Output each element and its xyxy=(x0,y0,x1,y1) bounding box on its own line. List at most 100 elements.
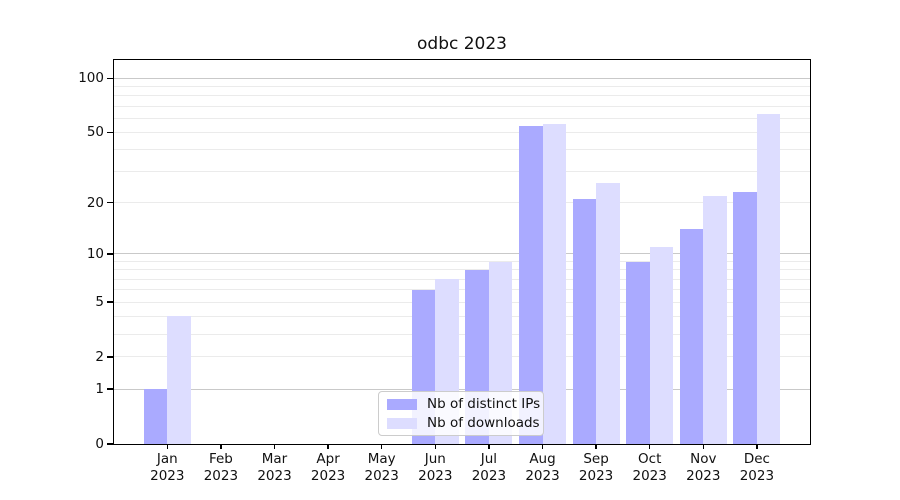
x-tick-label-mar: Mar 2023 xyxy=(243,451,307,485)
y-tick-0 xyxy=(107,443,114,445)
gridline-y-80 xyxy=(114,95,810,97)
gridline-y-40 xyxy=(114,149,810,151)
gridline-y-7 xyxy=(114,278,810,280)
x-label-year: 2023 xyxy=(578,468,614,484)
gridline-y-9 xyxy=(114,261,810,263)
x-tick-label-jan: Jan 2023 xyxy=(135,451,199,485)
x-label-month: Nov xyxy=(690,451,717,467)
x-label-month: Apr xyxy=(316,451,340,467)
chart-title: odbc 2023 xyxy=(417,34,507,54)
x-label-year: 2023 xyxy=(525,468,560,484)
x-tick-label-may: May 2023 xyxy=(350,451,414,485)
x-label-year: 2023 xyxy=(471,468,507,484)
x-tick-mar xyxy=(273,444,276,449)
x-label-month: May xyxy=(367,451,396,467)
y-tick-label-2: 2 xyxy=(95,348,104,365)
x-label-month: Jan xyxy=(156,451,178,467)
bar-distinct-ips-oct xyxy=(626,261,650,444)
x-tick-dec xyxy=(756,444,758,449)
x-tick-label-nov: Nov 2023 xyxy=(671,451,735,485)
gridline-y-6 xyxy=(114,289,810,291)
y-tick-1 xyxy=(107,388,114,390)
y-tick-100 xyxy=(107,77,114,79)
y-tick-20 xyxy=(107,202,114,204)
bar-downloads-sep xyxy=(596,182,620,444)
bar-distinct-ips-jan xyxy=(143,389,168,444)
gridline-y-1 xyxy=(114,388,810,390)
bar-downloads-oct xyxy=(649,247,674,444)
x-label-year: 2023 xyxy=(632,468,667,484)
gridline-y-100 xyxy=(114,77,810,79)
x-tick-label-jun: Jun 2023 xyxy=(403,451,467,485)
gridline-y-10 xyxy=(114,253,810,255)
x-label-year: 2023 xyxy=(203,468,239,484)
legend-label-distinct-ips: Nb of distinct IPs xyxy=(427,396,541,412)
x-label-month: Aug xyxy=(529,451,556,467)
legend-swatch-downloads xyxy=(387,417,417,429)
legend-swatch-distinct-ips xyxy=(387,398,417,410)
x-label-month: Jun xyxy=(424,451,446,467)
x-tick-label-oct: Oct 2023 xyxy=(618,451,682,485)
y-tick-label-5: 5 xyxy=(95,294,104,311)
x-label-year: 2023 xyxy=(257,468,292,484)
x-tick-label-dec: Dec 2023 xyxy=(725,451,789,485)
gridline-y-2 xyxy=(114,356,810,358)
y-tick-label-50: 50 xyxy=(86,124,104,141)
x-label-year: 2023 xyxy=(418,468,453,484)
x-label-year: 2023 xyxy=(739,468,775,484)
x-tick-jan xyxy=(166,444,168,449)
y-tick-50 xyxy=(107,131,114,134)
x-label-month: Feb xyxy=(208,451,233,467)
bar-distinct-ips-nov xyxy=(679,229,704,444)
gridline-y-8 xyxy=(114,269,810,271)
y-tick-label-10: 10 xyxy=(86,245,104,262)
y-tick-label-20: 20 xyxy=(86,194,104,211)
x-label-year: 2023 xyxy=(364,468,399,484)
bar-distinct-ips-aug xyxy=(519,126,543,444)
bar-downloads-dec xyxy=(756,114,781,444)
x-label-year: 2023 xyxy=(686,468,721,484)
x-label-month: Jul xyxy=(480,451,498,467)
plot-area: Nb of distinct IPs Nb of downloads 0 1 2 5 1… xyxy=(78,59,811,484)
x-label-month: Mar xyxy=(261,451,288,467)
x-tick-oct xyxy=(649,444,651,449)
x-tick-feb xyxy=(220,444,222,449)
gridline-y-5 xyxy=(114,301,810,303)
gridline-y-50 xyxy=(114,131,810,133)
x-label-year: 2023 xyxy=(310,468,346,484)
bar-distinct-ips-dec xyxy=(733,192,757,444)
legend-item-distinct-ips: Nb of distinct IPs xyxy=(387,396,540,412)
y-tick-label-1: 1 xyxy=(95,381,104,398)
bar-distinct-ips-sep xyxy=(572,199,597,444)
x-tick-jun xyxy=(434,444,436,449)
gridline-y-3 xyxy=(114,333,810,335)
gridline-y-20 xyxy=(114,202,810,204)
gridline-y-30 xyxy=(114,171,810,173)
gridline-y-4 xyxy=(114,315,810,317)
x-tick-label-sep: Sep 2023 xyxy=(564,451,628,485)
legend: Nb of distinct IPs Nb of downloads xyxy=(378,391,544,436)
x-tick-apr xyxy=(327,444,329,449)
gridline-y-60 xyxy=(114,117,810,119)
x-tick-jul xyxy=(488,444,490,449)
y-tick-10 xyxy=(107,253,114,255)
x-label-year: 2023 xyxy=(150,468,185,484)
gridline-y-90 xyxy=(114,86,810,88)
x-tick-aug xyxy=(541,444,544,449)
bar-downloads-nov xyxy=(703,195,727,444)
y-tick-label-100: 100 xyxy=(78,70,104,87)
x-tick-label-jul: Jul 2023 xyxy=(457,451,521,485)
legend-label-downloads: Nb of downloads xyxy=(427,415,540,431)
y-tick-2 xyxy=(107,356,114,358)
y-tick-label-0: 0 xyxy=(95,436,104,452)
x-label-month: Sep xyxy=(583,451,609,467)
gridline-y-70 xyxy=(114,105,810,107)
y-tick-5 xyxy=(107,301,114,303)
bar-downloads-aug xyxy=(542,123,566,444)
x-tick-nov xyxy=(702,444,704,449)
x-tick-may xyxy=(381,444,383,449)
x-label-month: Dec xyxy=(743,451,770,467)
bar-downloads-jan xyxy=(167,316,191,444)
x-tick-label-apr: Apr 2023 xyxy=(296,451,360,485)
